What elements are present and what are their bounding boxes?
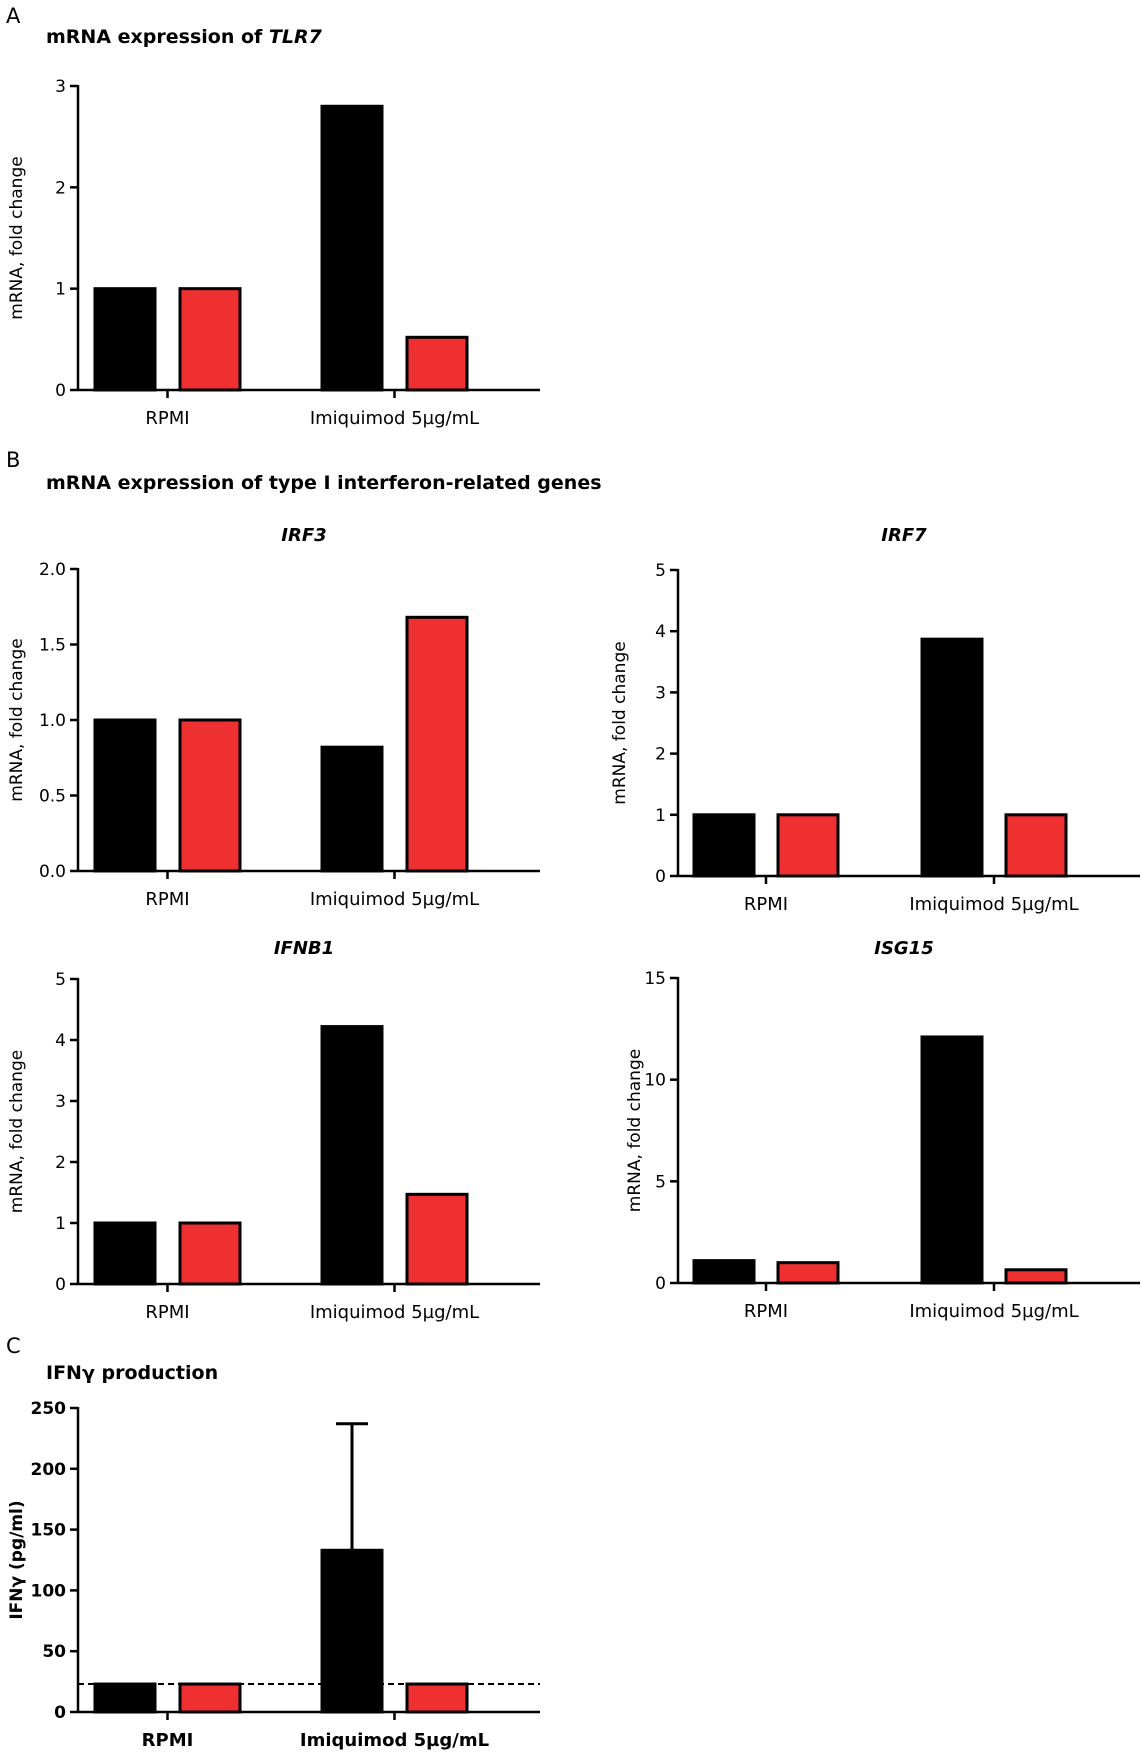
x-tick-label: RPMI xyxy=(145,408,189,429)
bar-series-black-1 xyxy=(320,1548,384,1714)
chart-title-isg15: ISG15 xyxy=(874,938,933,959)
bar-series-red-1 xyxy=(1004,1268,1068,1285)
bar-series-red-1 xyxy=(1004,813,1068,878)
y-axis-label: mRNA, fold change xyxy=(7,638,27,801)
y-tick-label: 0.5 xyxy=(39,787,66,807)
bar-series-black-0 xyxy=(692,1259,756,1285)
x-tick-label: RPMI xyxy=(744,894,788,915)
y-tick-label: 5 xyxy=(55,970,66,990)
y-tick-label: 5 xyxy=(655,561,666,581)
bar-series-red-1 xyxy=(405,615,469,873)
y-tick-label: 1.0 xyxy=(39,711,66,731)
panel-c-letter: C xyxy=(6,1334,21,1358)
panel-a-title: mRNA expression of TLR7 xyxy=(46,26,323,48)
y-tick-label: 0.0 xyxy=(39,862,66,882)
y-axis-label: IFNγ (pg/ml) xyxy=(7,1500,27,1619)
y-tick-label: 0 xyxy=(54,1703,66,1723)
y-tick-label: 0 xyxy=(655,867,666,887)
chart-irf3: IRF3 0.0 0.5 1.0 1.5 2.0 mRNA, fold change RPMI… xyxy=(7,525,540,910)
bar-series-red-1 xyxy=(405,1192,469,1286)
panel-b-title: mRNA expression of type I interferon-rel… xyxy=(46,472,602,494)
y-tick-label: 15 xyxy=(644,969,666,989)
x-tick-label: RPMI xyxy=(145,1302,189,1323)
chart-ifnb1: IFNB1 0 1 2 3 4 5 mRNA, fold change RPMI Imiquimo… xyxy=(7,938,540,1323)
bar-series-red-0 xyxy=(178,287,242,392)
y-tick-label: 3 xyxy=(55,1092,66,1112)
bar-series-black-1 xyxy=(320,745,384,873)
panel-a-letter: A xyxy=(6,4,21,28)
panel-c-title: IFNγ production xyxy=(46,1362,218,1384)
bar-series-red-1 xyxy=(405,1682,469,1714)
x-tick-label: RPMI xyxy=(744,1301,788,1322)
x-tick-label: RPMI xyxy=(145,889,189,910)
bar-series-red-0 xyxy=(178,718,242,873)
y-tick-label: 4 xyxy=(655,622,666,642)
y-tick-label: 1 xyxy=(655,806,666,826)
bar-series-black-1 xyxy=(320,1025,384,1286)
y-tick-label: 250 xyxy=(31,1399,67,1419)
bar-series-red-0 xyxy=(178,1682,242,1714)
y-tick-label: 1.5 xyxy=(39,636,66,656)
bar-series-black-0 xyxy=(93,718,157,873)
x-tick-label: Imiquimod 5µg/mL xyxy=(310,1302,479,1323)
y-tick-label: 3 xyxy=(655,683,666,703)
y-tick-label: 0 xyxy=(655,1274,666,1294)
bar-series-black-0 xyxy=(692,813,756,878)
chart-ifng: 0 50 100 150 200 250 IFNγ (pg/ml) RPMI Imiquimod… xyxy=(7,1399,540,1751)
panel-b-letter: B xyxy=(6,448,20,472)
y-tick-label: 0 xyxy=(55,1275,66,1295)
bar-series-red-0 xyxy=(776,1261,840,1285)
y-tick-label: 10 xyxy=(644,1071,666,1091)
chart-title-ifnb1: IFNB1 xyxy=(274,938,334,959)
chart-isg15: ISG15 0 5 10 15 mRNA, fold change RPMI Imiquimo… xyxy=(625,938,1140,1322)
bar-series-red-1 xyxy=(405,335,469,392)
y-tick-label: 4 xyxy=(55,1031,66,1051)
y-axis-label: mRNA, fold change xyxy=(7,1050,27,1213)
chart-irf7: IRF7 0 1 2 3 4 5 mRNA, fold change RPMI Imiquimod… xyxy=(610,525,1140,915)
y-tick-label: 5 xyxy=(655,1172,666,1192)
bar-series-black-1 xyxy=(920,1035,984,1285)
y-tick-label: 2 xyxy=(55,178,66,198)
bar-series-black-1 xyxy=(920,637,984,878)
y-tick-label: 2 xyxy=(655,745,666,765)
y-tick-label: 200 xyxy=(31,1460,67,1480)
y-tick-label: 0 xyxy=(55,381,66,401)
bar-series-black-1 xyxy=(320,104,384,392)
y-axis-label: mRNA, fold change xyxy=(7,156,27,319)
bar-series-black-0 xyxy=(93,1682,157,1714)
chart-title-irf3: IRF3 xyxy=(281,525,326,546)
bar-series-black-0 xyxy=(93,1221,157,1286)
x-tick-label: Imiquimod 5µg/mL xyxy=(310,889,479,910)
y-tick-label: 1 xyxy=(55,1214,66,1234)
bar-series-red-0 xyxy=(178,1221,242,1286)
y-tick-label: 50 xyxy=(42,1642,66,1662)
y-tick-label: 150 xyxy=(31,1521,67,1541)
y-tick-label: 2.0 xyxy=(39,560,66,580)
chart-tlr7: 0 1 2 3 mRNA, fold change RPMI Imiquimod 5µg/m… xyxy=(7,77,540,429)
y-tick-label: 3 xyxy=(55,77,66,97)
x-tick-label: RPMI xyxy=(142,1730,194,1751)
y-tick-label: 1 xyxy=(55,280,66,300)
chart-title-irf7: IRF7 xyxy=(881,525,927,546)
bar-series-black-0 xyxy=(93,287,157,392)
bar-series-red-0 xyxy=(776,813,840,878)
x-tick-label: Imiquimod 5µg/mL xyxy=(909,894,1078,915)
y-axis-label: mRNA, fold change xyxy=(610,641,630,804)
x-tick-label: Imiquimod 5µg/mL xyxy=(310,408,479,429)
y-tick-label: 2 xyxy=(55,1153,66,1173)
x-tick-label: Imiquimod 5µg/mL xyxy=(909,1301,1078,1322)
x-tick-label: Imiquimod 5µg/mL xyxy=(300,1730,489,1751)
y-axis-label: mRNA, fold change xyxy=(625,1049,645,1212)
y-tick-label: 100 xyxy=(31,1581,67,1601)
